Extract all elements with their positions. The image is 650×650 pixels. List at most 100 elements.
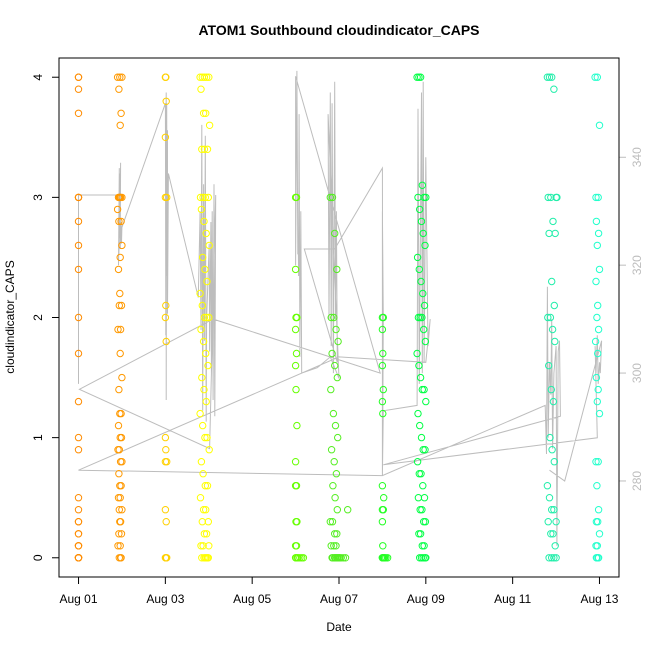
data-point [198,518,207,526]
data-point [202,554,210,562]
data-point [378,554,387,562]
data-point [162,554,170,562]
data-point [200,217,208,226]
data-point [74,313,83,322]
y-axis-label: cloudindicator_CAPS [3,260,17,373]
data-point [74,506,83,514]
data-point [594,385,602,394]
data-point [74,241,83,250]
x-tick-label: Aug 05 [233,592,271,606]
data-point [551,542,559,550]
data-point [544,193,552,202]
data-point [416,530,425,538]
data-point [545,229,553,238]
data-point [200,313,209,322]
data-point [379,542,387,550]
data-point [113,205,122,214]
data-point [114,325,122,334]
data-point [116,554,125,562]
data-point [548,277,556,286]
data-point [203,482,212,490]
data-point [421,554,429,562]
data-point [114,542,122,550]
data-point [548,446,556,454]
data-point [547,530,555,538]
data-point [549,530,557,538]
data-point [113,73,122,81]
data-point [378,518,387,526]
data-point [416,73,425,81]
secondary-tick-label: 320 [630,255,644,275]
data-point [116,349,124,358]
data-point [378,397,387,406]
data-point [422,397,430,406]
chart-title: ATOM1 Southbound cloudindicator_CAPS [198,22,479,38]
data-point [594,229,603,238]
x-tick-label: Aug 13 [580,592,618,606]
data-point [593,73,601,81]
data-point [339,554,347,562]
data-point [292,385,300,394]
data-point [550,458,558,466]
data-point [199,470,207,478]
data-point [544,313,552,322]
data-point [593,542,601,550]
secondary-tick-label: 300 [630,363,644,383]
data-point [420,385,428,394]
data-point [420,301,429,310]
data-point [545,494,554,502]
data-point [593,397,601,406]
data-point [418,313,426,322]
data-point [414,494,423,502]
y-tick-label: 4 [31,74,45,81]
data-point [595,409,604,418]
data-point [116,289,124,298]
data-point [201,433,209,442]
data-point [594,193,602,202]
data-point [115,85,123,93]
data-point [594,458,602,466]
data-point [202,349,210,358]
data-point [292,313,300,322]
data-point [414,409,422,418]
data-point [543,73,552,81]
data-point [114,494,123,502]
data-point [545,73,554,81]
data-point [415,265,423,274]
data-point [199,337,208,346]
y-tick-label: 1 [31,434,45,441]
data-point [291,325,300,334]
data-point [329,482,337,490]
data-point [413,349,421,358]
data-point [546,433,554,442]
series-aug-07 [326,193,352,562]
data-point [117,217,125,226]
data-point [330,542,338,550]
data-point [421,446,429,454]
data-point [201,482,210,490]
data-point [162,73,170,81]
data-point [548,554,556,562]
data-point [293,518,301,526]
data-point [74,554,83,562]
data-point [292,193,301,202]
data-point [416,373,425,382]
data-point [161,133,170,142]
data-point [592,458,600,466]
data-point [593,313,601,322]
data-point [552,554,560,562]
data-point [74,85,83,93]
data-point [421,518,430,526]
data-point [199,193,207,202]
data-point [417,277,425,286]
data-point [199,421,207,430]
data-point [118,241,126,250]
data-point [116,325,125,334]
data-point [328,349,336,358]
data-point [419,289,427,298]
data-point [162,337,170,346]
data-point [591,73,599,81]
data-point [198,373,206,382]
data-point [117,482,125,490]
data-point [205,446,213,454]
